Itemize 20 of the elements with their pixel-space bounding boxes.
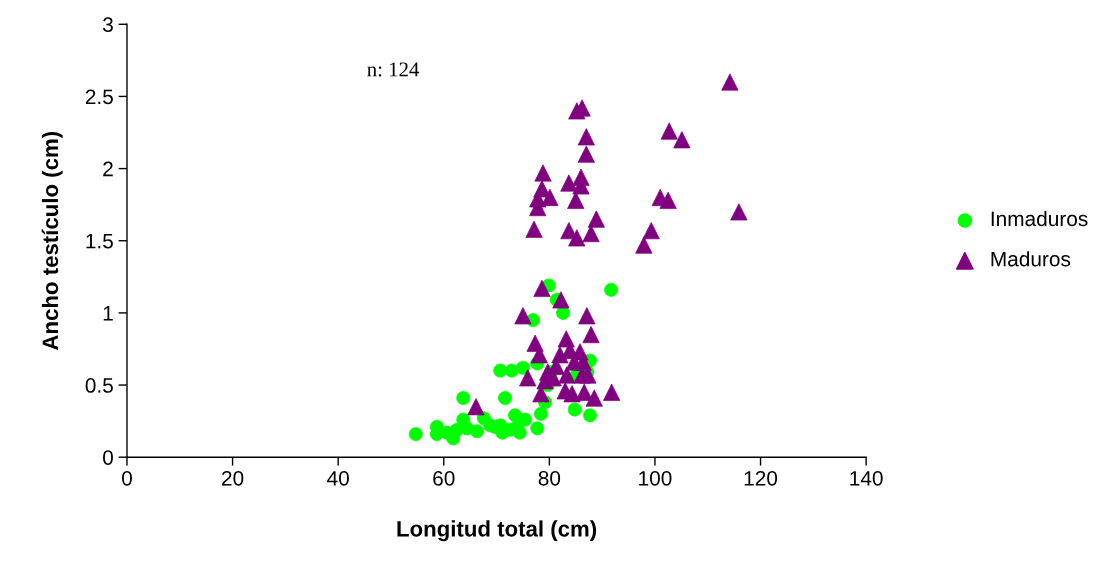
legend-label: Maduros: [991, 251, 1071, 267]
x-tick-label: 100: [639, 470, 672, 486]
y-tick-label: 3: [103, 17, 113, 33]
x-axis-title: Longitud total (cm): [397, 520, 597, 542]
x-tick-label: 40: [327, 470, 349, 486]
x-tick-label: 140: [850, 470, 883, 486]
x-tick-label: 120: [744, 470, 778, 486]
y-tick-label: 1: [103, 306, 113, 321]
annotation: n: 124: [367, 62, 420, 77]
x-tick-label: 80: [538, 470, 561, 486]
y-tick-label: 0: [103, 450, 113, 465]
legend-label: Inmaduros: [991, 210, 1088, 227]
y-tick-label: 1.5: [86, 233, 113, 249]
x-tick-label: 0: [122, 470, 132, 486]
x-tick-label: 60: [433, 470, 455, 486]
y-axis-title: Ancho testículo (cm): [41, 131, 63, 351]
y-tick-label: 2: [103, 161, 113, 177]
x-tick-label: 20: [222, 470, 244, 486]
y-tick-label: 2.5: [85, 89, 113, 105]
y-tick-label: 0.5: [85, 378, 113, 393]
